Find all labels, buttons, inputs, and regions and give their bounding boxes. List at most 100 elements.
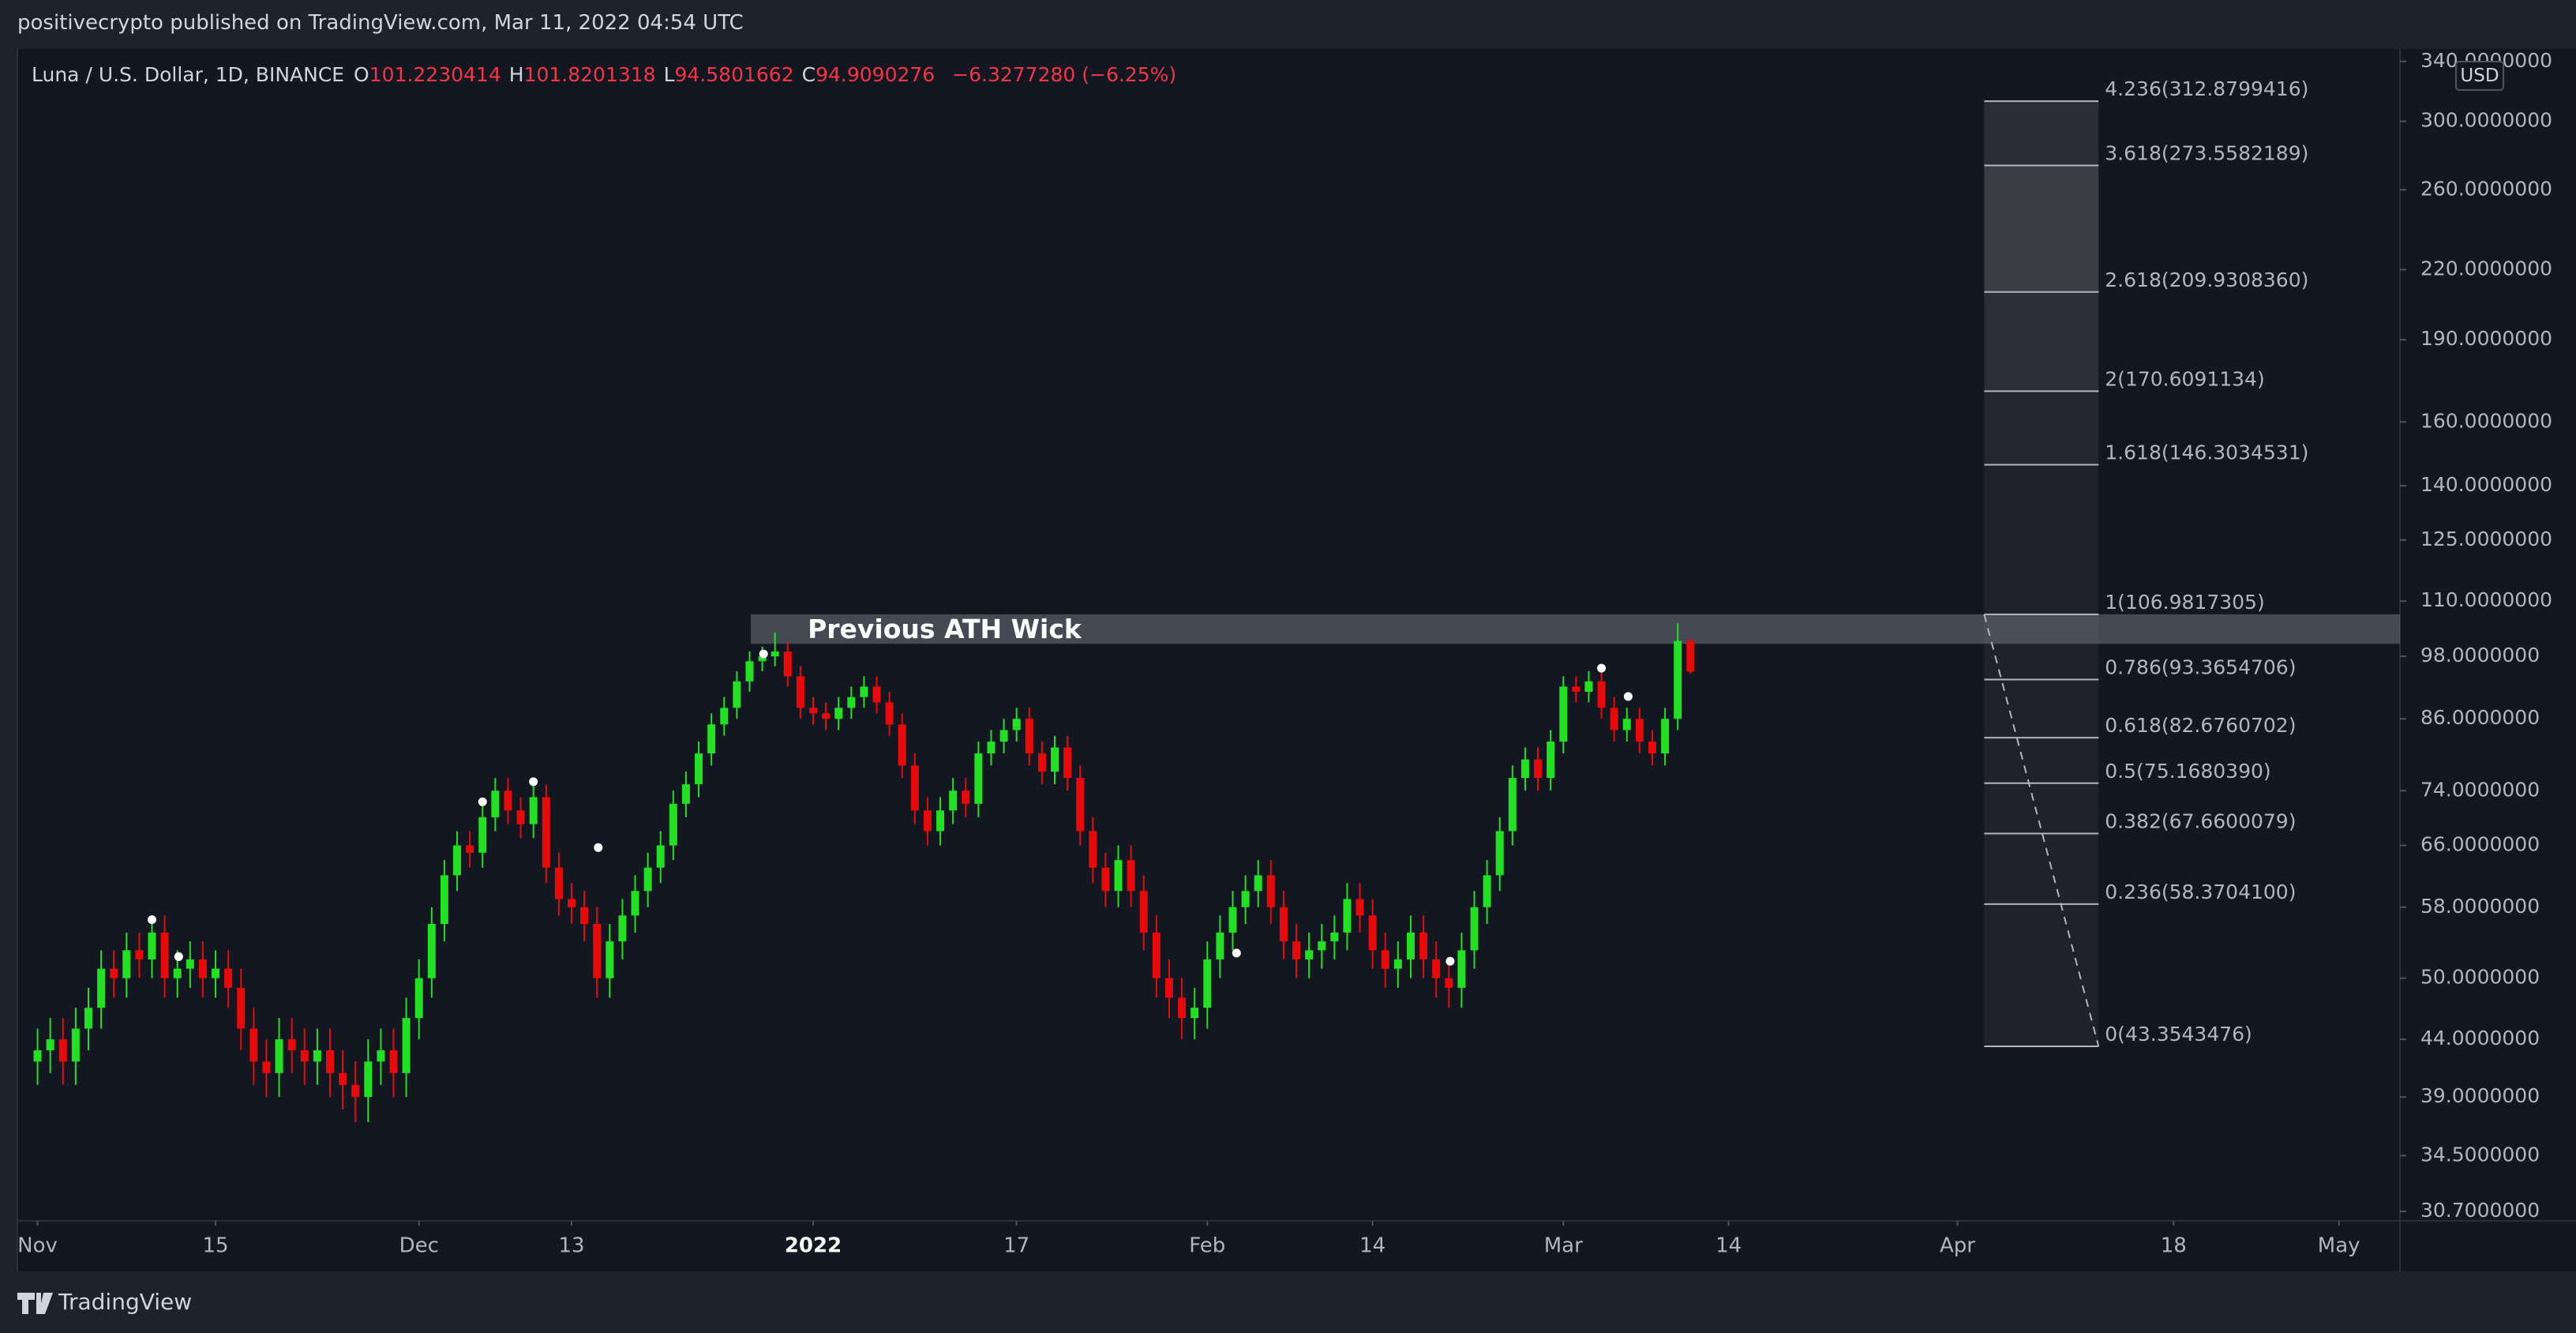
candle-body [1305, 950, 1314, 959]
candle-body [237, 987, 246, 1029]
candle-body [491, 790, 500, 817]
candle-body [466, 845, 474, 853]
candle-body [1572, 686, 1580, 693]
fib-band [1984, 679, 2099, 738]
candle-body [567, 899, 576, 907]
candle-body [46, 1039, 54, 1051]
fib-band [1984, 833, 2099, 904]
candle-body [860, 686, 868, 697]
fib-band [1984, 903, 2099, 1047]
candle-body [97, 968, 106, 1008]
candle-body [440, 875, 448, 925]
x-tick-label: Nov [17, 1234, 58, 1258]
fib-band [1984, 101, 2099, 166]
fib-label: 0.236(58.3704100) [2105, 881, 2296, 903]
candle-body [110, 968, 118, 978]
candle-body [1228, 907, 1237, 933]
symbol: Luna / U.S. Dollar, 1D, BINANCE [32, 63, 345, 86]
candle-body [122, 950, 131, 978]
candle-body [1393, 959, 1402, 969]
candle-body [427, 924, 436, 978]
fib-label: 2(170.6091134) [2105, 367, 2264, 390]
y-tick-label: 190.0000000 [2420, 327, 2552, 350]
candle-body [974, 753, 983, 804]
x-tick-label: 18 [2161, 1234, 2187, 1258]
signal-dot [478, 797, 487, 806]
candle-body [1381, 950, 1389, 969]
candle-body [275, 1039, 283, 1073]
fib-label: 0.382(67.6600079) [2105, 809, 2296, 832]
candle-body [1622, 719, 1631, 730]
signal-dot [594, 843, 603, 852]
candle-body [160, 932, 169, 978]
ohlc-key: L [663, 63, 675, 86]
signal-dot [759, 649, 768, 659]
candle-body [1610, 708, 1618, 730]
candle-body [300, 1050, 309, 1062]
candle-body [593, 924, 602, 978]
fib-label: 0.786(93.3654706) [2105, 655, 2296, 678]
candle-body [1152, 932, 1161, 978]
ath-zone [751, 614, 2400, 644]
candle-body [313, 1050, 321, 1062]
y-tick-label: 110.0000000 [2420, 588, 2552, 611]
y-tick-label: 160.0000000 [2420, 409, 2552, 432]
x-tick-label: Mar [1544, 1234, 1583, 1258]
y-tick-label: 220.0000000 [2420, 257, 2552, 280]
candle-body [1457, 950, 1466, 988]
candle-body [516, 810, 525, 824]
candle-body [402, 1018, 411, 1073]
x-tick-label: 2022 [785, 1234, 842, 1258]
candle-body [148, 932, 156, 959]
fib-label: 3.618(273.5582189) [2105, 141, 2308, 164]
candle-body [1648, 742, 1656, 754]
candle-body [1101, 867, 1110, 892]
candle-body [898, 724, 906, 766]
candle-body [504, 790, 512, 811]
candle-body [745, 661, 754, 682]
candle-body [606, 941, 614, 978]
signal-dot [174, 952, 183, 961]
candle-body [1164, 978, 1173, 998]
x-tick-label: Feb [1189, 1234, 1225, 1258]
ohlc-key: O [354, 63, 369, 86]
candle-body [681, 784, 690, 804]
candle-body [987, 742, 996, 754]
y-tick-label: 50.0000000 [2420, 966, 2540, 989]
fib-band [1984, 165, 2099, 292]
y-tick-label: 44.0000000 [2420, 1027, 2540, 1050]
candle-body [1419, 932, 1428, 959]
signal-dot [1232, 948, 1241, 958]
candle-body [910, 765, 919, 811]
candle-body [71, 1028, 80, 1062]
candle-body [453, 845, 462, 876]
candle-body [1089, 831, 1097, 868]
candle-body [1241, 891, 1250, 907]
plot-area: Previous ATH Wick 4.236(312.8799416) 3.618… [33, 77, 2400, 1123]
symbol-legend: Luna / U.S. Dollar, 1D, BINANCE O101.223… [32, 63, 1179, 86]
candle-body [1292, 941, 1301, 959]
candle-body [580, 907, 589, 925]
fib-band [1984, 464, 2099, 615]
candle-body [822, 713, 831, 719]
candle-body [631, 891, 639, 916]
y-tick-label: 98.0000000 [2420, 644, 2540, 666]
y-tick-label: 260.0000000 [2420, 177, 2552, 200]
candle-body [33, 1050, 42, 1062]
candle-body [695, 753, 703, 785]
candle-body [249, 1028, 258, 1062]
candle-body [1470, 907, 1479, 951]
candle-body [1483, 875, 1491, 907]
fib-label: 1(106.9817305) [2105, 591, 2264, 614]
candle-body [529, 797, 538, 824]
ohlc: O101.2230414 H101.8201318 L94.5801662 C94.9… [354, 63, 943, 86]
candle-body [1584, 681, 1593, 693]
candle-body [758, 656, 767, 662]
publisher: positivecrypto published on TradingView.… [17, 11, 744, 35]
x-tick-label: 14 [1359, 1234, 1385, 1258]
candle-body [1139, 891, 1148, 933]
x-tick-label: 17 [1003, 1234, 1029, 1258]
currency-badge[interactable]: USD [2455, 61, 2504, 91]
candle-body [1114, 860, 1123, 892]
